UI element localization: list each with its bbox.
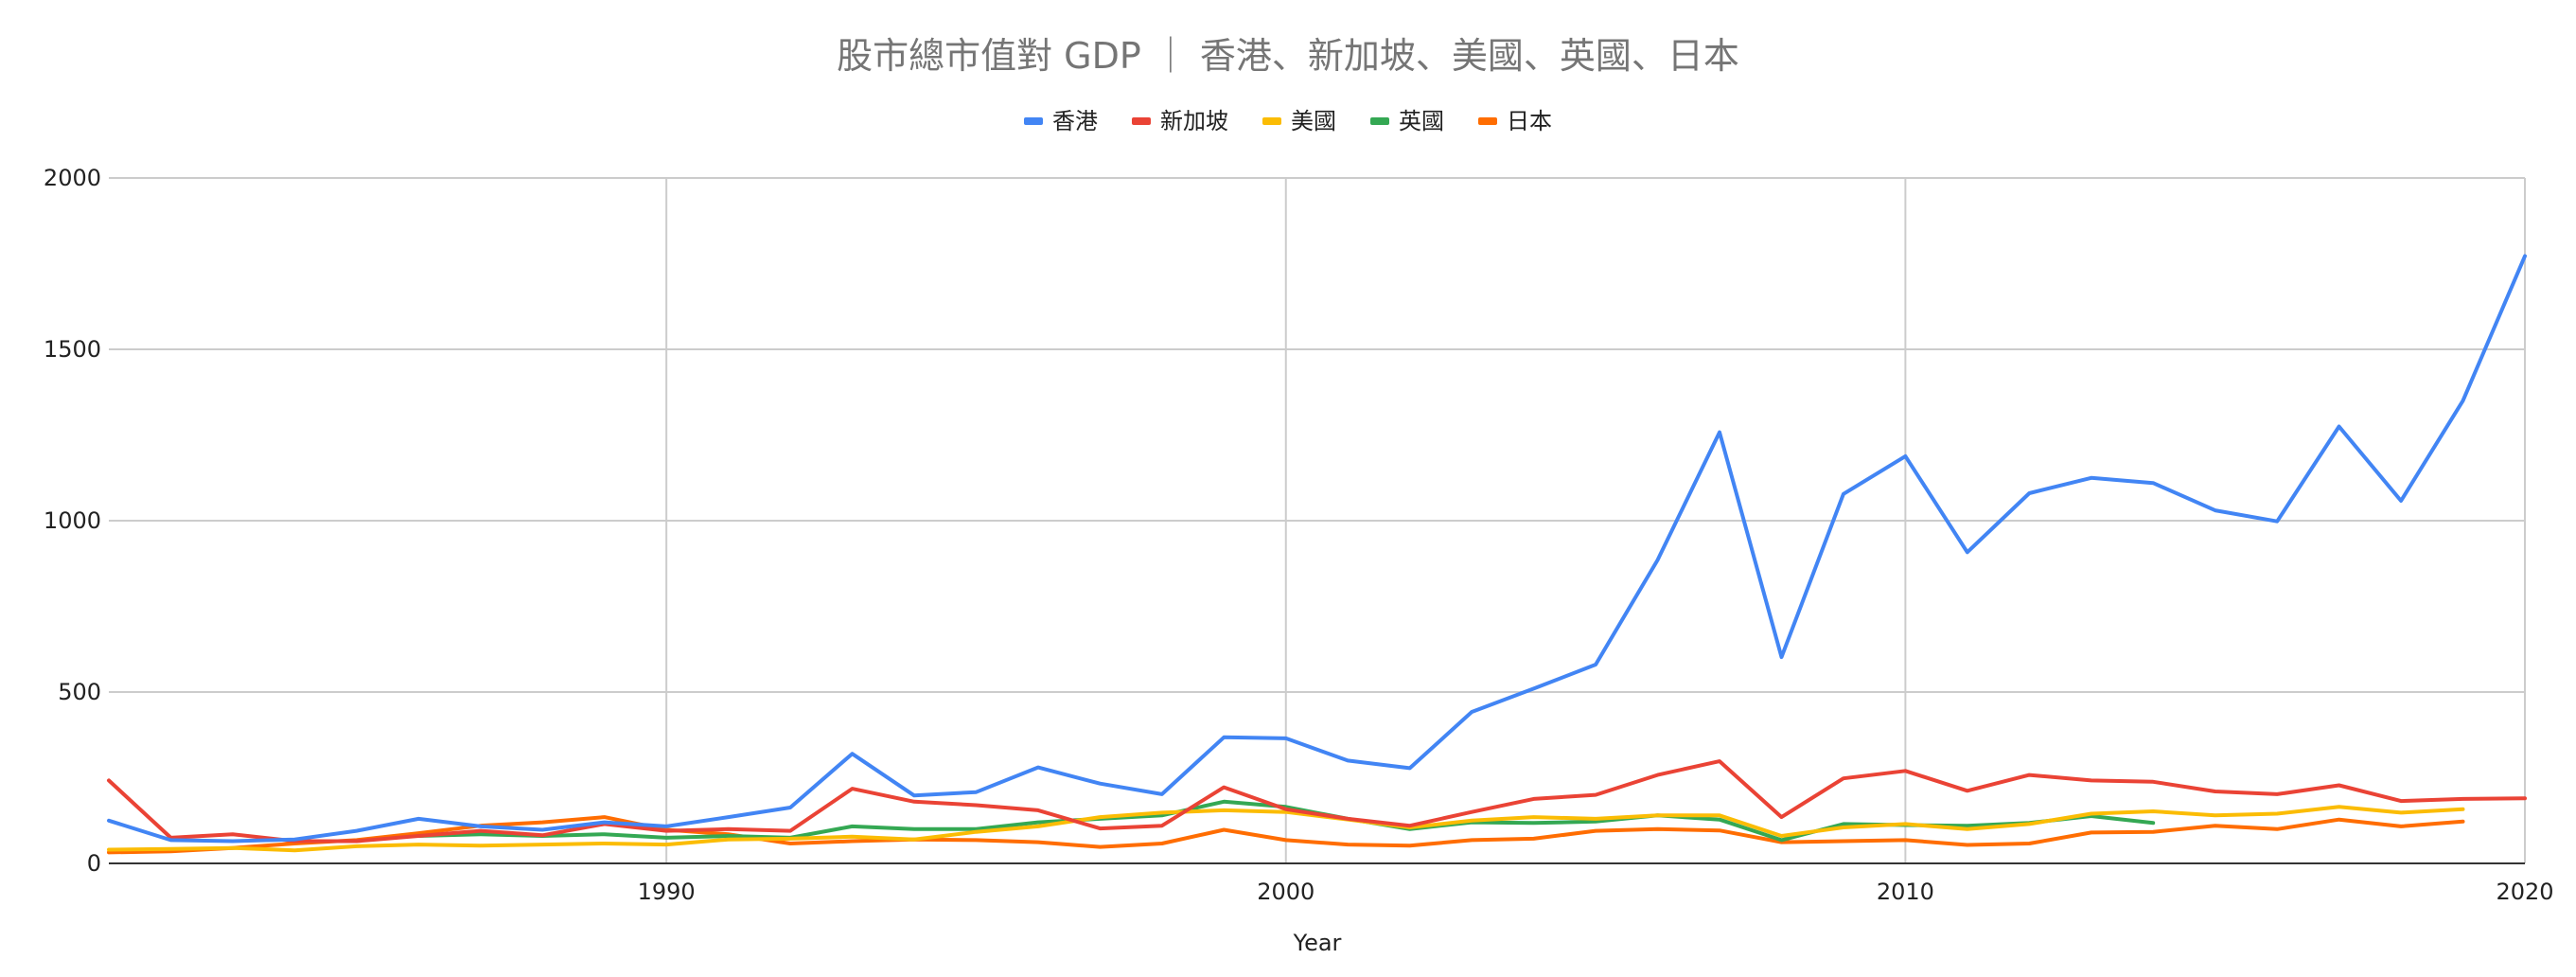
legend-label: 美國 [1291, 108, 1336, 134]
x-tick-label: 2010 [1877, 879, 1934, 905]
x-tick-label: 2020 [2496, 879, 2553, 905]
series-layer [107, 254, 2527, 855]
x-tick-label: 1990 [638, 879, 696, 905]
legend-label: 英國 [1399, 108, 1444, 134]
series-line-2 [107, 759, 2527, 844]
series-line-1 [107, 254, 2527, 844]
y-tick-label: 500 [58, 679, 101, 705]
legend-swatch [1132, 117, 1151, 125]
series-line-3 [107, 805, 2465, 853]
legend-swatch [1370, 117, 1389, 125]
x-tick-label: 2000 [1257, 879, 1314, 905]
x-axis-title: Year [1293, 930, 1342, 956]
legend-swatch [1478, 117, 1497, 125]
y-tick-label: 1500 [44, 336, 101, 363]
legend-swatch [1024, 117, 1043, 125]
legend-label: 新加坡 [1160, 108, 1228, 134]
series-line-5 [107, 815, 2465, 855]
y-tick-label: 0 [87, 850, 101, 877]
legend: 香港 新加坡 美國 英國 日本 [1024, 108, 1552, 134]
x-axis-ticks: 1990 2000 2010 2020 [638, 879, 2554, 905]
y-axis-ticks: 0 500 1000 1500 2000 [44, 165, 101, 877]
legend-swatch [1262, 117, 1281, 125]
grid-lines [109, 177, 2526, 863]
y-tick-label: 1000 [44, 507, 101, 534]
chart-title: 股市總市值對 GDP ｜ 香港、新加坡、美國、英國、日本 [837, 35, 1739, 77]
legend-label: 日本 [1507, 108, 1552, 134]
series-line-4 [416, 799, 2156, 843]
y-tick-label: 2000 [44, 165, 101, 191]
legend-label: 香港 [1052, 108, 1098, 134]
